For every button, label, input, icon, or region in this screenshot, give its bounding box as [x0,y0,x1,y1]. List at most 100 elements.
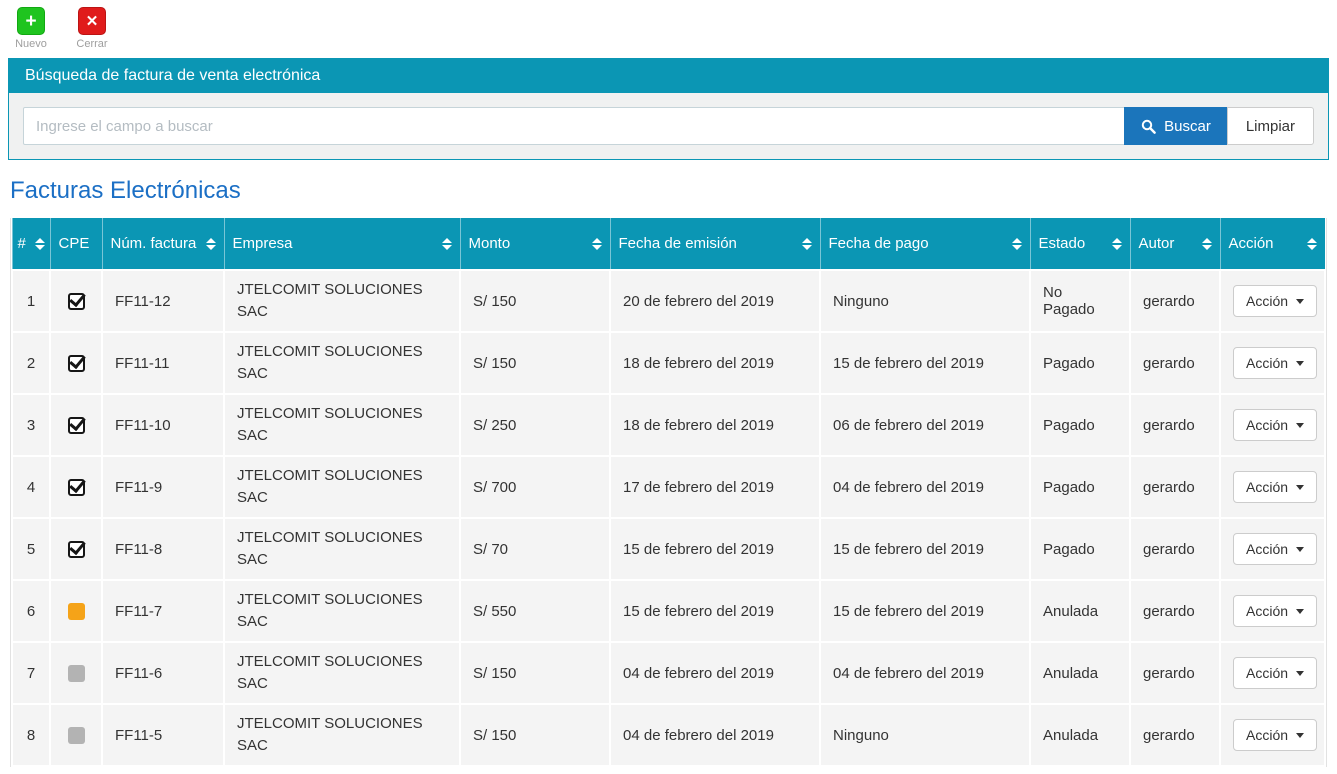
accion-dropdown-button[interactable]: Acción [1233,595,1318,627]
issue-date: 15 de febrero del 2019 [609,579,821,643]
table-row: 1 FF11-12 JTELCOMIT SOLUCIONES SAC S/ 150 20… [11,269,1326,333]
caret-down-icon [1296,298,1305,304]
column-label: Monto [468,235,511,252]
cpe-status-gray-icon[interactable] [67,664,85,682]
column-label: CPE [58,235,90,252]
issue-date: 04 de febrero del 2019 [609,703,821,767]
accion-dropdown-button[interactable]: Acción [1233,409,1318,441]
cpe-cell [49,331,103,395]
sort-arrows-icon[interactable] [591,237,602,250]
cpe-checkbox-checked[interactable] [67,354,85,372]
table-row: 4 FF11-9 JTELCOMIT SOLUCIONES SAC S/ 700 17 … [11,455,1326,519]
column-header-autor[interactable]: Autor [1129,218,1221,271]
action-cell: Acción [1219,331,1326,395]
search-icon [1141,119,1156,134]
nuevo-button[interactable]: + Nuevo [10,7,52,50]
accion-label: Acción [1246,355,1289,371]
sort-arrows-icon[interactable] [801,237,812,250]
payment-date: 04 de febrero del 2019 [819,455,1031,519]
column-header-empresa[interactable]: Empresa [223,218,461,271]
cpe-checkbox-checked[interactable] [67,540,85,558]
issue-date: 17 de febrero del 2019 [609,455,821,519]
cpe-checkbox-checked[interactable] [67,416,85,434]
author: gerardo [1129,393,1221,457]
search-panel-body: Buscar Limpiar [9,93,1328,159]
action-cell: Acción [1219,579,1326,643]
caret-down-icon [1296,484,1305,490]
cpe-checkbox-checked[interactable] [67,292,85,310]
action-cell: Acción [1219,517,1326,581]
company-name: JTELCOMIT SOLUCIONES SAC [223,517,461,581]
accion-dropdown-button[interactable]: Acción [1233,719,1318,751]
sort-arrows-icon[interactable] [1306,237,1317,250]
status: Pagado [1029,517,1131,581]
column-header-emision[interactable]: Fecha de emisión [609,218,821,271]
cpe-status-orange-icon[interactable] [67,602,85,620]
column-header-num[interactable]: # [11,218,51,271]
amount: S/ 150 [459,331,611,395]
amount: S/ 150 [459,641,611,705]
row-index: 2 [11,331,51,395]
amount: S/ 550 [459,579,611,643]
amount: S/ 250 [459,393,611,457]
author: gerardo [1129,641,1221,705]
accion-label: Acción [1246,541,1289,557]
accion-label: Acción [1246,479,1289,495]
buscar-button[interactable]: Buscar [1124,107,1228,145]
column-header-pago[interactable]: Fecha de pago [819,218,1031,271]
action-cell: Acción [1219,641,1326,705]
invoice-number: FF11-6 [101,641,225,705]
accion-dropdown-button[interactable]: Acción [1233,533,1318,565]
sort-arrows-icon[interactable] [1111,237,1122,250]
amount: S/ 150 [459,269,611,333]
row-index: 1 [11,269,51,333]
status: Pagado [1029,455,1131,519]
sort-arrows-icon[interactable] [205,237,216,250]
cpe-cell [49,393,103,457]
table-row: 7 FF11-6 JTELCOMIT SOLUCIONES SAC S/ 150 04 … [11,641,1326,705]
cpe-cell [49,269,103,333]
invoice-number: FF11-8 [101,517,225,581]
column-label: # [17,235,26,252]
issue-date: 18 de febrero del 2019 [609,331,821,395]
status: No Pagado [1029,269,1131,333]
accion-label: Acción [1246,665,1289,681]
cerrar-button[interactable]: ✕ Cerrar [71,7,113,50]
sort-arrows-icon[interactable] [1201,237,1212,250]
table-row: 6 FF11-7 JTELCOMIT SOLUCIONES SAC S/ 550 15 … [11,579,1326,643]
status: Anulada [1029,703,1131,767]
accion-label: Acción [1246,603,1289,619]
column-header-cpe[interactable]: CPE [49,218,103,271]
amount: S/ 150 [459,703,611,767]
accion-dropdown-button[interactable]: Acción [1233,471,1318,503]
search-input[interactable] [23,107,1126,145]
sort-arrows-icon[interactable] [441,237,452,250]
accion-label: Acción [1246,293,1289,309]
column-header-accion[interactable]: Acción [1219,218,1326,271]
accion-dropdown-button[interactable]: Acción [1233,657,1318,689]
company-name: JTELCOMIT SOLUCIONES SAC [223,331,461,395]
column-header-estado[interactable]: Estado [1029,218,1131,271]
payment-date: 06 de febrero del 2019 [819,393,1031,457]
row-index: 5 [11,517,51,581]
issue-date: 04 de febrero del 2019 [609,641,821,705]
column-header-factura[interactable]: Núm. factura [101,218,225,271]
caret-down-icon [1296,546,1305,552]
limpiar-button[interactable]: Limpiar [1226,107,1314,145]
accion-dropdown-button[interactable]: Acción [1233,347,1318,379]
table-row: 3 FF11-10 JTELCOMIT SOLUCIONES SAC S/ 250 18… [11,393,1326,457]
invoice-number: FF11-5 [101,703,225,767]
cpe-status-gray-icon[interactable] [67,726,85,744]
cpe-cell [49,703,103,767]
author: gerardo [1129,331,1221,395]
sort-arrows-icon[interactable] [1011,237,1022,250]
cpe-checkbox-checked[interactable] [67,478,85,496]
sort-arrows-icon[interactable] [34,237,45,250]
buscar-label: Buscar [1164,117,1211,135]
column-header-monto[interactable]: Monto [459,218,611,271]
cerrar-label: Cerrar [76,38,108,50]
top-toolbar: + Nuevo ✕ Cerrar [0,0,1337,52]
search-input-group: Buscar Limpiar [23,107,1314,145]
accion-dropdown-button[interactable]: Acción [1233,285,1318,317]
payment-date: 04 de febrero del 2019 [819,641,1031,705]
